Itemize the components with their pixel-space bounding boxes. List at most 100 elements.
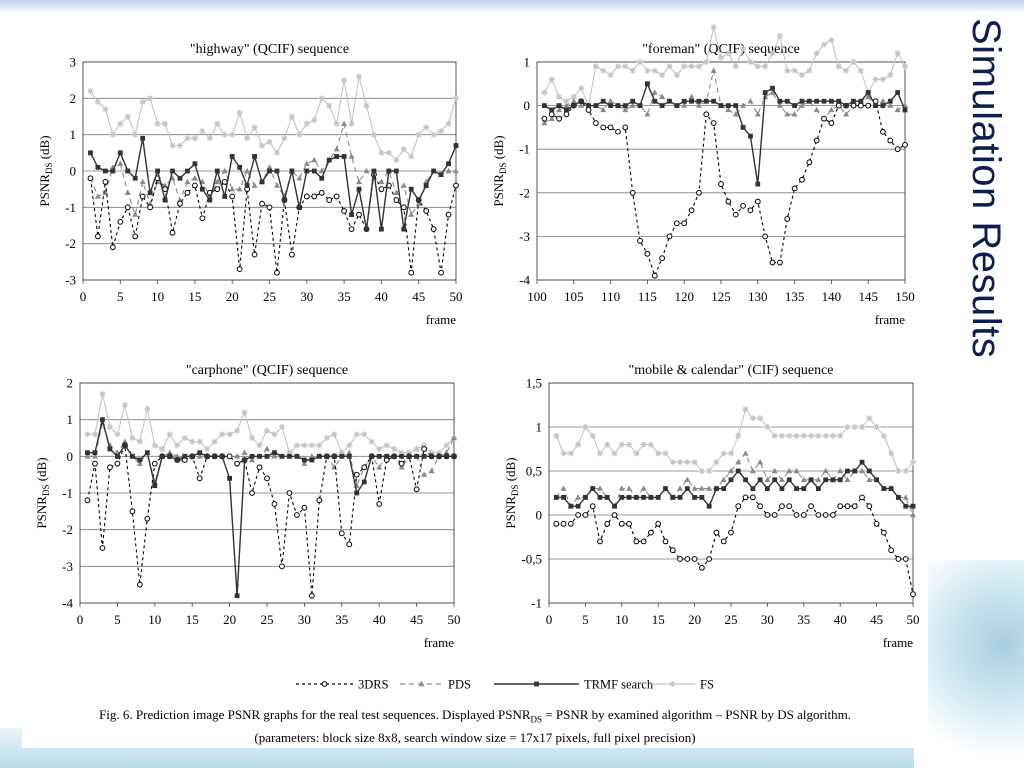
data-point bbox=[902, 107, 908, 113]
data-point bbox=[234, 453, 241, 459]
y-tick-label: -2 bbox=[65, 236, 76, 251]
data-point bbox=[714, 486, 719, 491]
data-point bbox=[87, 88, 94, 95]
data-point bbox=[348, 153, 355, 159]
data-point bbox=[698, 485, 705, 491]
data-point bbox=[384, 453, 390, 459]
x-tick-label: 50 bbox=[907, 612, 920, 627]
x-tick-label: 15 bbox=[188, 289, 201, 304]
data-point bbox=[416, 197, 422, 203]
data-point bbox=[859, 459, 865, 465]
y-tick-label: -4 bbox=[519, 273, 530, 288]
data-point bbox=[798, 72, 805, 79]
data-point bbox=[718, 181, 724, 187]
data-point bbox=[742, 406, 749, 413]
data-point bbox=[887, 72, 894, 79]
data-point bbox=[823, 477, 829, 483]
data-point bbox=[453, 167, 459, 174]
x-tick-label: 25 bbox=[725, 612, 738, 627]
data-point bbox=[226, 453, 233, 460]
y-tick-label: 1 bbox=[536, 420, 543, 435]
y-tick-label: -1 bbox=[62, 486, 73, 501]
data-point bbox=[414, 453, 419, 459]
data-point bbox=[398, 449, 405, 456]
data-point bbox=[553, 432, 560, 439]
data-point bbox=[618, 441, 625, 448]
data-point bbox=[288, 113, 295, 120]
data-point bbox=[251, 251, 258, 258]
data-point bbox=[770, 85, 775, 91]
data-point bbox=[408, 153, 415, 160]
data-point bbox=[132, 211, 139, 217]
data-point bbox=[866, 415, 873, 422]
data-point bbox=[443, 449, 450, 455]
x-tick-label: 50 bbox=[450, 289, 463, 304]
data-point bbox=[311, 117, 318, 124]
x-axis-label: frame bbox=[875, 312, 906, 327]
data-point bbox=[718, 54, 724, 61]
data-point bbox=[229, 185, 236, 192]
data-point bbox=[806, 67, 813, 74]
data-point bbox=[114, 460, 121, 467]
data-point bbox=[681, 102, 688, 108]
data-point bbox=[316, 453, 322, 459]
data-point bbox=[725, 50, 732, 57]
data-point bbox=[303, 193, 310, 200]
data-point bbox=[725, 106, 732, 113]
data-point bbox=[696, 98, 702, 104]
data-point bbox=[429, 453, 434, 459]
chart-2: "foreman" (QCIF) sequence -4 -3 -2 -1 0 1 100 10… bbox=[491, 24, 915, 327]
data-point bbox=[747, 59, 754, 65]
data-point bbox=[604, 441, 611, 448]
data-point bbox=[800, 476, 807, 482]
data-point bbox=[129, 435, 136, 441]
x-tick-label: 40 bbox=[373, 612, 386, 627]
y-tick-label: 0 bbox=[67, 449, 74, 464]
y-axis-label: PSNRDS (dB) bbox=[503, 457, 520, 528]
data-point bbox=[391, 446, 398, 452]
data-point bbox=[264, 427, 270, 434]
y-tick-label: -1 bbox=[531, 596, 542, 611]
data-point bbox=[204, 453, 210, 459]
data-point bbox=[651, 272, 658, 279]
data-point bbox=[288, 251, 295, 258]
data-point bbox=[640, 485, 647, 491]
data-point bbox=[563, 102, 570, 108]
data-point bbox=[211, 438, 218, 445]
x-tick-label: 20 bbox=[223, 612, 236, 627]
data-point bbox=[640, 538, 647, 545]
data-point bbox=[264, 453, 270, 459]
x-tick-label: 45 bbox=[410, 612, 423, 627]
data-point bbox=[691, 485, 698, 491]
data-point bbox=[346, 541, 353, 548]
data-point bbox=[249, 456, 256, 463]
data-point bbox=[212, 453, 218, 459]
data-point bbox=[747, 98, 754, 104]
data-point bbox=[608, 103, 613, 108]
data-point bbox=[641, 495, 647, 500]
data-point bbox=[386, 168, 392, 174]
data-point bbox=[117, 150, 123, 156]
data-point bbox=[754, 63, 761, 70]
data-point bbox=[393, 157, 400, 164]
data-point bbox=[633, 450, 640, 457]
data-point bbox=[794, 486, 799, 491]
data-point bbox=[296, 175, 303, 181]
x-tick-label: 20 bbox=[688, 612, 701, 627]
data-point bbox=[835, 102, 842, 109]
data-point bbox=[857, 67, 864, 74]
data-point bbox=[799, 176, 805, 183]
x-tick-label: 50 bbox=[448, 612, 461, 627]
data-point bbox=[393, 168, 399, 174]
y-tick-label: 0 bbox=[524, 98, 531, 113]
data-point bbox=[874, 477, 879, 483]
data-point bbox=[791, 67, 798, 74]
data-point bbox=[721, 486, 727, 491]
data-point bbox=[859, 467, 866, 474]
data-point bbox=[110, 168, 116, 174]
data-point bbox=[622, 63, 629, 70]
data-point bbox=[333, 146, 340, 152]
